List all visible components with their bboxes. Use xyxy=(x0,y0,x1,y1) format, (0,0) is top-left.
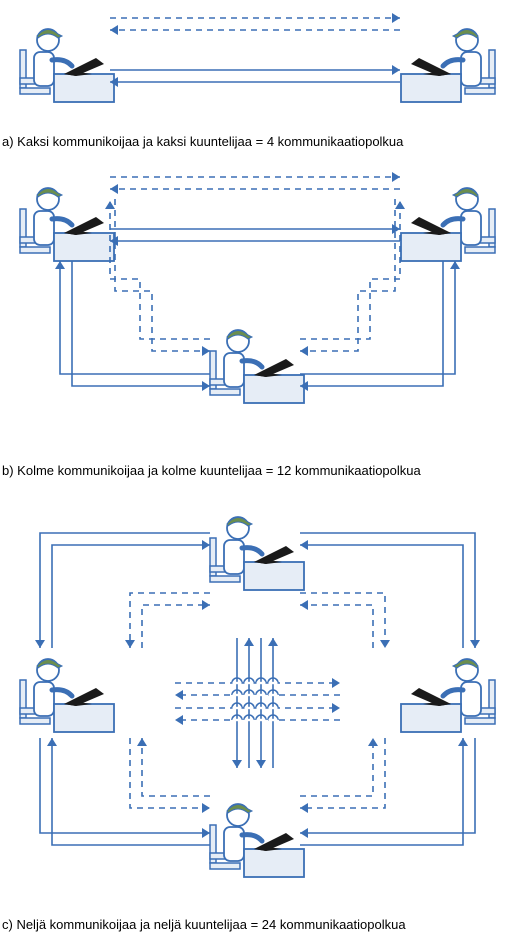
caption-c: c) Neljä kommunikoijaa ja neljä kuunteli… xyxy=(0,913,518,942)
diagram-c xyxy=(0,488,518,913)
caption-b: b) Kolme kommunikoijaa ja kolme kuunteli… xyxy=(0,459,518,488)
diagram-b xyxy=(0,159,518,459)
caption-a: a) Kaksi kommunikoijaa ja kaksi kuunteli… xyxy=(0,130,518,159)
panel-a: a) Kaksi kommunikoijaa ja kaksi kuunteli… xyxy=(0,0,518,159)
panel-c: c) Neljä kommunikoijaa ja neljä kuunteli… xyxy=(0,488,518,942)
diagram-a xyxy=(0,0,518,130)
panel-b: b) Kolme kommunikoijaa ja kolme kuunteli… xyxy=(0,159,518,488)
